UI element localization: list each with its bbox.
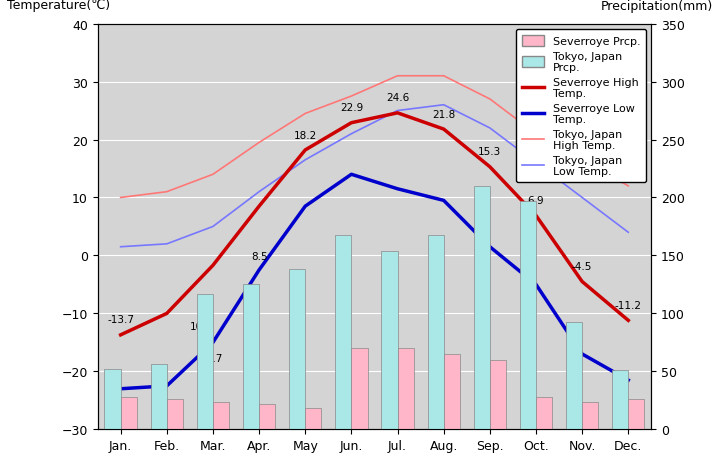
Y-axis label: Precipitation(mm): Precipitation(mm) bbox=[600, 0, 713, 13]
Text: 21.8: 21.8 bbox=[432, 109, 455, 119]
Bar bbox=[213, 402, 229, 430]
Bar bbox=[104, 369, 121, 430]
Text: 18.2: 18.2 bbox=[294, 130, 317, 140]
Bar bbox=[150, 364, 167, 430]
Text: -1.7: -1.7 bbox=[203, 353, 223, 363]
Bar bbox=[259, 404, 275, 430]
Bar bbox=[629, 399, 644, 430]
Bar bbox=[121, 397, 137, 430]
Text: -11.2: -11.2 bbox=[615, 300, 642, 310]
Bar bbox=[382, 251, 397, 430]
Text: -13.7: -13.7 bbox=[107, 315, 134, 325]
Text: 24.6: 24.6 bbox=[386, 93, 409, 103]
Bar bbox=[336, 235, 351, 430]
Text: 6.9: 6.9 bbox=[528, 196, 544, 206]
Bar bbox=[566, 322, 582, 430]
Bar bbox=[305, 409, 321, 430]
Text: -4.5: -4.5 bbox=[572, 262, 593, 271]
Bar bbox=[520, 202, 536, 430]
Text: 8.5: 8.5 bbox=[251, 252, 267, 262]
Legend: Severroye Prcp., Tokyo, Japan
Prcp., Severroye High
Temp., Severroye Low
Temp., : Severroye Prcp., Tokyo, Japan Prcp., Sev… bbox=[516, 30, 646, 183]
Text: 22.9: 22.9 bbox=[340, 103, 363, 113]
Bar bbox=[197, 294, 213, 430]
Bar bbox=[289, 270, 305, 430]
Bar bbox=[582, 402, 598, 430]
Bar bbox=[612, 370, 629, 430]
Bar bbox=[490, 360, 506, 430]
Bar bbox=[397, 348, 414, 430]
Bar bbox=[428, 235, 444, 430]
Bar bbox=[474, 186, 490, 430]
Y-axis label: Temperature(℃): Temperature(℃) bbox=[7, 0, 110, 12]
Text: 15.3: 15.3 bbox=[478, 147, 501, 157]
Bar bbox=[444, 354, 460, 430]
Bar bbox=[167, 399, 183, 430]
Bar bbox=[536, 397, 552, 430]
Bar bbox=[351, 348, 367, 430]
Text: 10: 10 bbox=[190, 321, 203, 331]
Bar bbox=[243, 285, 259, 430]
